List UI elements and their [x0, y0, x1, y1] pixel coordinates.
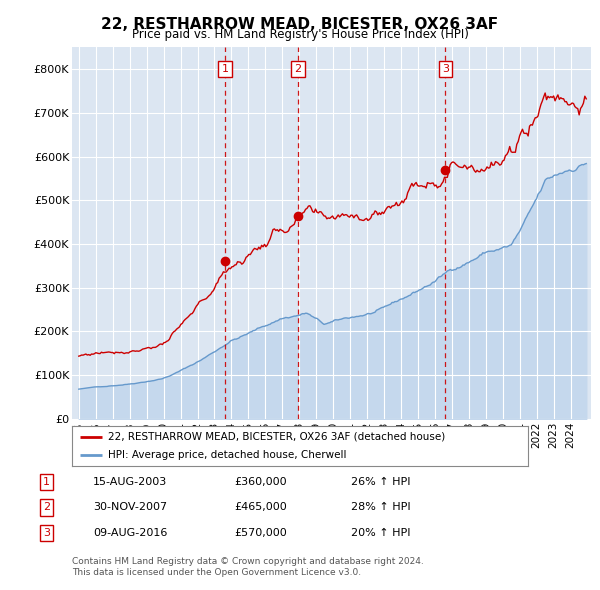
Text: 2: 2	[295, 64, 301, 74]
Text: HPI: Average price, detached house, Cherwell: HPI: Average price, detached house, Cher…	[107, 450, 346, 460]
Text: 26% ↑ HPI: 26% ↑ HPI	[351, 477, 410, 487]
Text: 2: 2	[43, 503, 50, 512]
Text: 28% ↑ HPI: 28% ↑ HPI	[351, 503, 410, 512]
Text: £465,000: £465,000	[234, 503, 287, 512]
Text: £360,000: £360,000	[234, 477, 287, 487]
Text: 3: 3	[442, 64, 449, 74]
Text: 30-NOV-2007: 30-NOV-2007	[93, 503, 167, 512]
Text: 09-AUG-2016: 09-AUG-2016	[93, 528, 167, 537]
Text: £570,000: £570,000	[234, 528, 287, 537]
Text: 20% ↑ HPI: 20% ↑ HPI	[351, 528, 410, 537]
Text: This data is licensed under the Open Government Licence v3.0.: This data is licensed under the Open Gov…	[72, 568, 361, 577]
Text: 22, RESTHARROW MEAD, BICESTER, OX26 3AF: 22, RESTHARROW MEAD, BICESTER, OX26 3AF	[101, 17, 499, 31]
Text: 22, RESTHARROW MEAD, BICESTER, OX26 3AF (detached house): 22, RESTHARROW MEAD, BICESTER, OX26 3AF …	[107, 432, 445, 442]
Text: Price paid vs. HM Land Registry's House Price Index (HPI): Price paid vs. HM Land Registry's House …	[131, 28, 469, 41]
Text: 15-AUG-2003: 15-AUG-2003	[93, 477, 167, 487]
Text: 1: 1	[43, 477, 50, 487]
Text: Contains HM Land Registry data © Crown copyright and database right 2024.: Contains HM Land Registry data © Crown c…	[72, 558, 424, 566]
Text: 1: 1	[221, 64, 229, 74]
Text: 3: 3	[43, 528, 50, 537]
